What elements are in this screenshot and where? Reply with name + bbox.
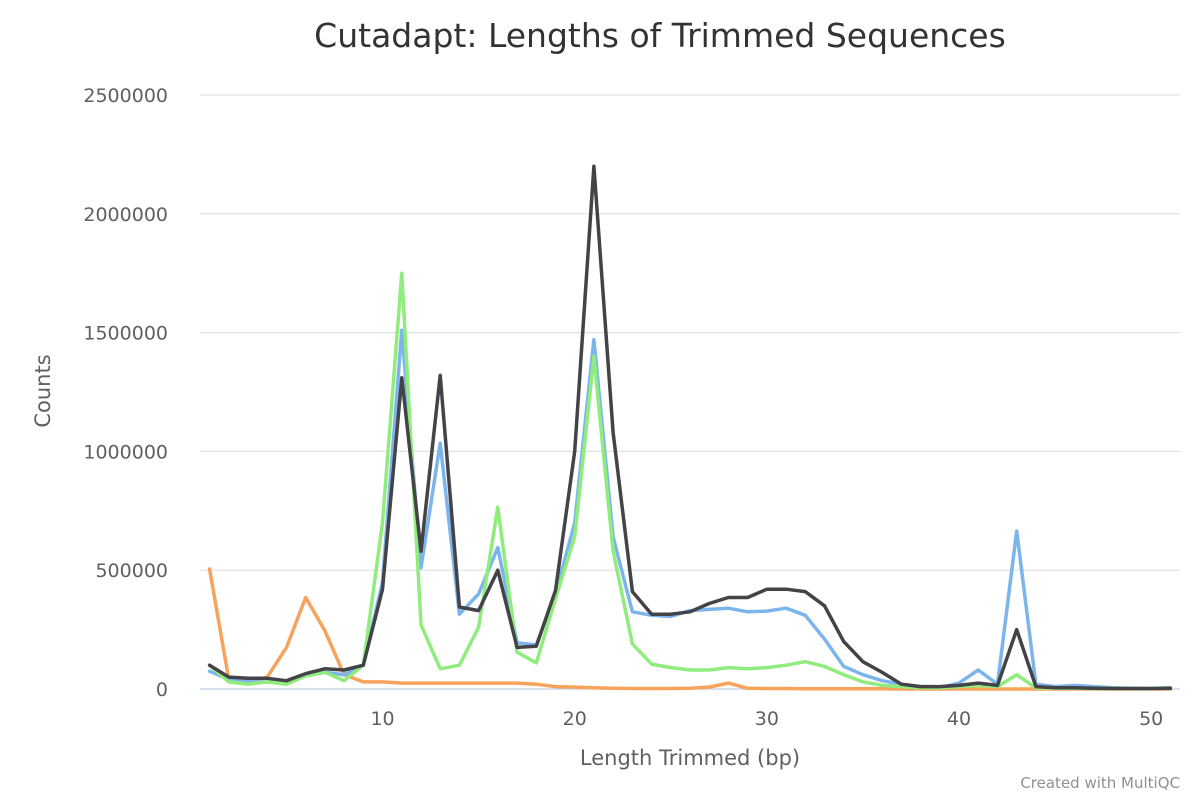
series-line-3[interactable]: [207, 271, 1173, 691]
x-tick-label: 30: [755, 708, 779, 730]
y-tick-label: 500000: [95, 560, 168, 582]
chart-title: Cutadapt: Lengths of Trimmed Sequences: [314, 16, 1006, 55]
y-tick-label: 2500000: [83, 85, 168, 107]
y-tick-label: 2000000: [83, 204, 168, 226]
x-tick-label: 10: [370, 708, 394, 730]
series-lines: [207, 164, 1173, 691]
y-axis-ticks: 0 500000 1000000 1500000 2000000 2500000: [83, 85, 168, 701]
series-line-4[interactable]: [207, 164, 1173, 691]
x-tick-label: 40: [947, 708, 971, 730]
x-axis-title: Length Trimmed (bp): [580, 746, 800, 770]
y-axis-title: Counts: [31, 354, 55, 427]
y-tick-label: 1500000: [83, 323, 168, 345]
x-axis-ticks: 10 20 30 40 50: [370, 708, 1163, 730]
gridlines: [200, 94, 1180, 571]
x-tick-label: 50: [1139, 708, 1163, 730]
y-tick-label: 1000000: [83, 441, 168, 463]
series-line-2[interactable]: [207, 328, 1173, 691]
credit-text[interactable]: Created with MultiQC: [1020, 774, 1180, 792]
x-tick-label: 20: [563, 708, 587, 730]
series-line-1[interactable]: [207, 567, 1173, 691]
y-tick-label: 0: [156, 679, 168, 701]
